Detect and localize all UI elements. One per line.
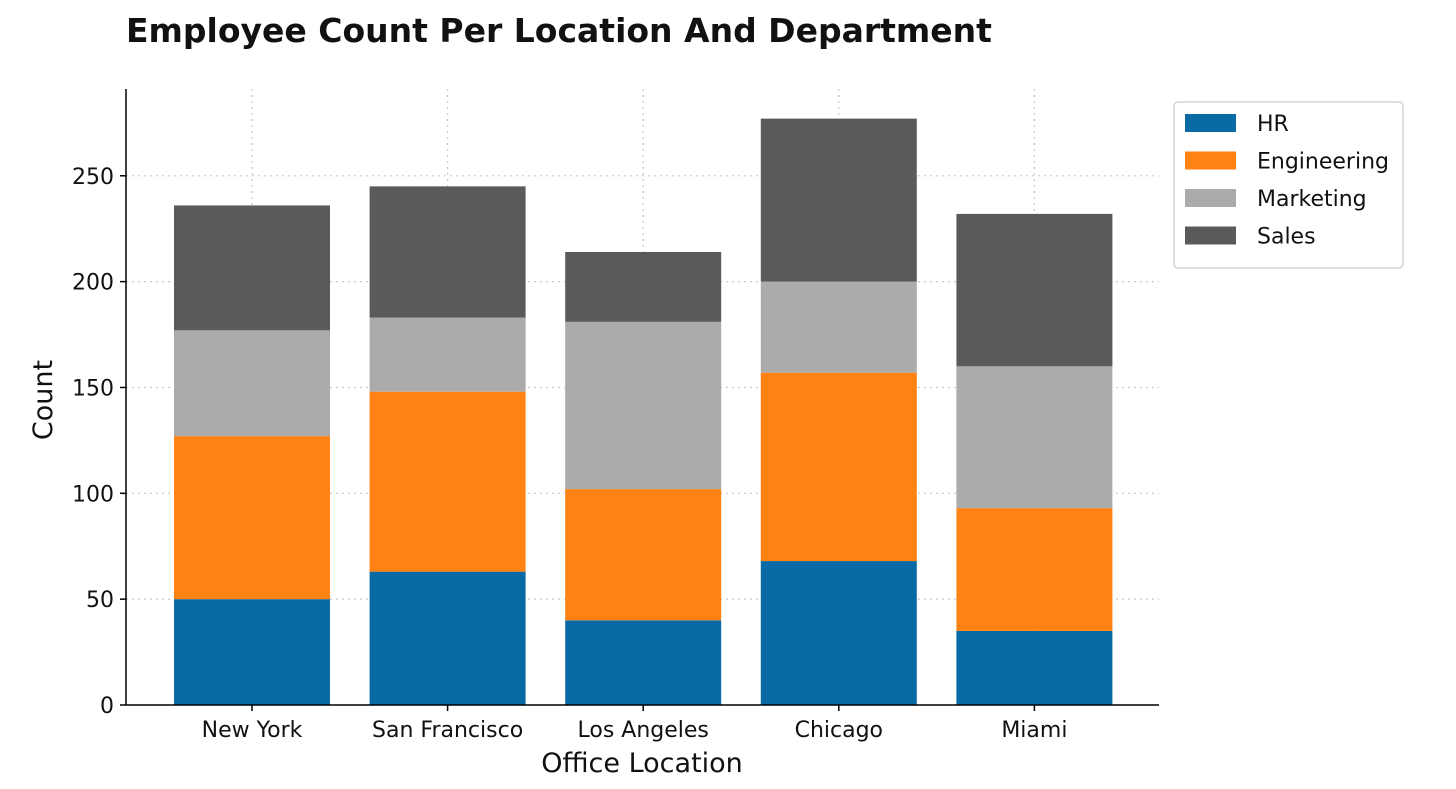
- x-tick-label: Chicago: [795, 718, 883, 743]
- y-tick-label: 250: [72, 165, 114, 190]
- bar-hr-miami: [956, 630, 1113, 705]
- bar-marketing-new-york: [174, 330, 330, 437]
- bar-sales-san-francisco: [369, 186, 526, 318]
- bar-marketing-los-angeles: [565, 321, 722, 490]
- y-tick-label: 200: [72, 271, 114, 296]
- legend-swatch-marketing: [1185, 189, 1236, 207]
- legend: HR Engineering Marketing Sales: [1173, 101, 1404, 269]
- bar-sales-chicago: [760, 118, 917, 282]
- legend-swatch-engineering: [1185, 151, 1236, 170]
- y-tick-label: 50: [86, 588, 114, 613]
- legend-swatch-hr: [1185, 114, 1236, 132]
- legend-label-engineering: Engineering: [1257, 150, 1389, 175]
- bar-engineering-san-francisco: [369, 391, 526, 572]
- bar-hr-new-york: [174, 599, 330, 705]
- bar-engineering-new-york: [174, 436, 330, 600]
- bar-marketing-miami: [956, 366, 1113, 509]
- y-tick-label: 150: [72, 376, 114, 401]
- bar-hr-los-angeles: [565, 620, 722, 705]
- y-tick-label: 100: [72, 482, 114, 507]
- bars-layer: [174, 118, 1113, 705]
- axes-layer: 0 50 100 150 200 250 New York San Francisco Los …: [72, 89, 1159, 743]
- x-tick-label: New York: [202, 718, 303, 743]
- legend-label-marketing: Marketing: [1257, 187, 1367, 212]
- x-tick-label: Los Angeles: [578, 718, 709, 743]
- bar-hr-san-francisco: [369, 571, 526, 705]
- legend-label-sales: Sales: [1257, 225, 1316, 250]
- bar-engineering-miami: [956, 508, 1113, 631]
- bar-engineering-chicago: [760, 372, 917, 562]
- x-tick-label: San Francisco: [372, 718, 523, 743]
- y-tick-label: 0: [100, 694, 114, 719]
- bar-sales-new-york: [174, 205, 330, 331]
- bar-sales-miami: [956, 213, 1113, 367]
- legend-swatch-sales: [1185, 226, 1236, 245]
- chart-title: Employee Count Per Location And Departme…: [126, 11, 992, 50]
- x-tick-label: Miami: [1001, 718, 1067, 743]
- x-axis-label: Office Location: [541, 748, 743, 779]
- bar-engineering-los-angeles: [565, 489, 722, 621]
- bar-marketing-san-francisco: [369, 317, 526, 392]
- bar-hr-chicago: [760, 561, 917, 705]
- y-axis-label: Count: [28, 360, 59, 440]
- bar-marketing-chicago: [760, 281, 917, 373]
- legend-label-hr: HR: [1257, 112, 1289, 137]
- bar-sales-los-angeles: [565, 251, 722, 322]
